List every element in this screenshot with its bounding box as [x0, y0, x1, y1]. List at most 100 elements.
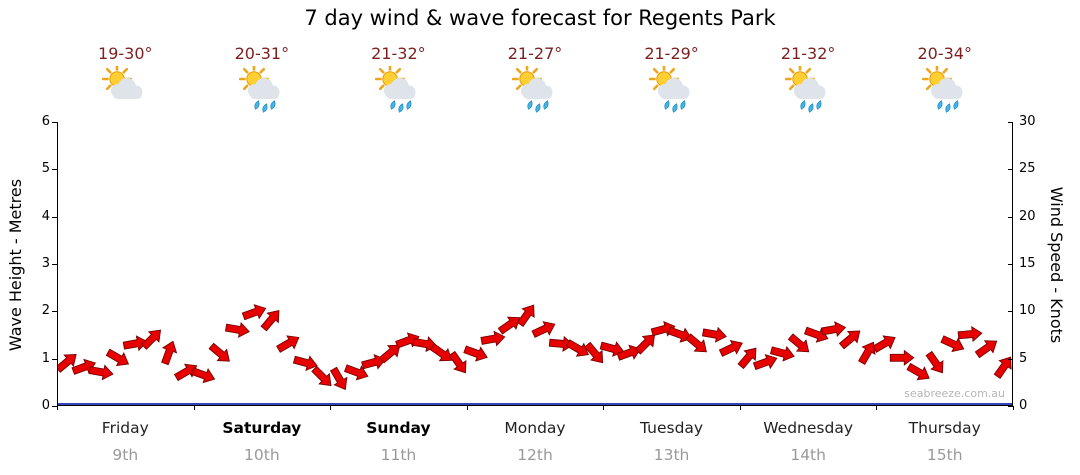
cloud-icon [794, 78, 826, 99]
cloud-icon [384, 78, 416, 99]
wind-arrow [208, 342, 230, 362]
wind-arrow [361, 354, 386, 370]
right-tick-mark [1008, 406, 1013, 407]
raindrops-icon [800, 100, 822, 113]
day-label: Friday [101, 419, 149, 437]
weather-icon [511, 63, 559, 114]
wind-arrow [531, 321, 556, 338]
watermark: seabreeze.com.au [902, 387, 1007, 400]
wind-arrow [292, 355, 318, 371]
partly-cloudy-showers-icon [785, 63, 826, 113]
wind-arrow [993, 356, 1012, 379]
partly-cloudy-showers-icon [238, 63, 280, 113]
right-tick-label: 15 [1019, 256, 1036, 271]
right-tick-label: 20 [1019, 208, 1036, 224]
weather-icon [374, 63, 422, 114]
bottom-tick-mark [1013, 406, 1014, 410]
wind-arrow [925, 350, 944, 374]
date-label: 14th [790, 446, 826, 464]
wind-arrow [161, 340, 178, 366]
partly-cloudy-showers-icon [921, 63, 963, 113]
wind-arrow [88, 364, 114, 381]
cloud-icon [521, 78, 553, 99]
chart-title: 7 day wind & wave forecast for Regents P… [304, 6, 776, 30]
wind-arrow [940, 335, 965, 353]
wind-arrow [516, 304, 535, 328]
left-tick-mark [52, 406, 57, 407]
weather-icon [784, 63, 832, 114]
cloud-icon [930, 78, 963, 99]
wind-arrow [584, 341, 604, 364]
temp-range: 20-31° [234, 44, 290, 63]
wind-arrow [276, 335, 300, 353]
left-tick-label: 2 [41, 303, 50, 319]
wind-arrow [752, 354, 778, 371]
wind-arrow [548, 335, 574, 352]
wind-arrow [906, 362, 930, 381]
wind-arrow [616, 344, 642, 361]
right-tick-mark [1008, 311, 1013, 313]
wind-arrow [463, 345, 488, 362]
wind-arrow [701, 326, 727, 343]
wind-arrow [241, 304, 267, 321]
wind-arrow [480, 330, 506, 347]
left-tick-mark [52, 122, 57, 123]
raindrops-icon [390, 100, 412, 113]
right-tick-mark [1008, 122, 1013, 123]
left-tick-label: 6 [41, 114, 50, 129]
left-tick-mark [52, 169, 57, 171]
cloud-icon [111, 78, 143, 99]
wind-arrow [821, 321, 847, 338]
wind-arrow [311, 365, 332, 387]
right-tick-mark [1008, 264, 1013, 265]
wind-arrow [190, 367, 216, 384]
day-label: Wednesday [763, 419, 854, 437]
temp-range: 21-27° [507, 44, 563, 63]
wave-height-line [58, 403, 1012, 405]
temp-range: 21-32° [780, 44, 836, 63]
plot-area: seabreeze.com.au [57, 122, 1013, 406]
left-tick-mark [52, 216, 57, 218]
weather-icon [648, 63, 696, 114]
partly-cloudy-showers-icon [511, 63, 553, 113]
bottom-tick-mark [876, 406, 878, 410]
wind-arrow [838, 330, 861, 350]
partly-cloudy-showers-icon [648, 63, 690, 113]
wind-arrow [872, 335, 896, 353]
wind-arrow [769, 345, 795, 362]
raindrops-icon [254, 100, 276, 113]
day-label: Saturday [222, 419, 302, 437]
weather-icon [238, 63, 286, 114]
date-label: 11th [380, 446, 417, 464]
right-tick-mark [1008, 358, 1013, 360]
wind-speed-arrows [58, 304, 1012, 391]
raindrops-icon [527, 100, 549, 113]
wind-arrow [787, 333, 810, 353]
left-tick-mark [52, 311, 57, 313]
wind-arrow [685, 333, 707, 353]
left-tick-label: 5 [41, 161, 50, 177]
date-label: 9th [112, 446, 139, 464]
date-label: 12th [517, 446, 553, 464]
wind-arrow [718, 339, 743, 357]
temp-range: 20-34° [917, 44, 972, 63]
wind-arrow [634, 334, 656, 355]
cloud-icon [247, 78, 280, 99]
wind-arrow [105, 348, 130, 367]
right-tick-label: 30 [1019, 114, 1036, 129]
wind-arrow [565, 339, 590, 357]
bottom-tick-mark [603, 406, 605, 410]
wind-arrow [224, 321, 250, 338]
wind-arrow [737, 347, 757, 370]
wind-arrow [429, 343, 453, 362]
wind-arrow [260, 309, 280, 332]
day-label: Monday [504, 419, 566, 437]
left-tick-label: 1 [41, 350, 50, 366]
raindrops-icon [664, 100, 685, 113]
day-label: Sunday [366, 419, 431, 437]
right-tick-label: 10 [1019, 303, 1036, 319]
bottom-tick-mark [466, 406, 468, 410]
right-tick-label: 5 [1019, 350, 1028, 366]
date-label: 13th [653, 446, 690, 464]
